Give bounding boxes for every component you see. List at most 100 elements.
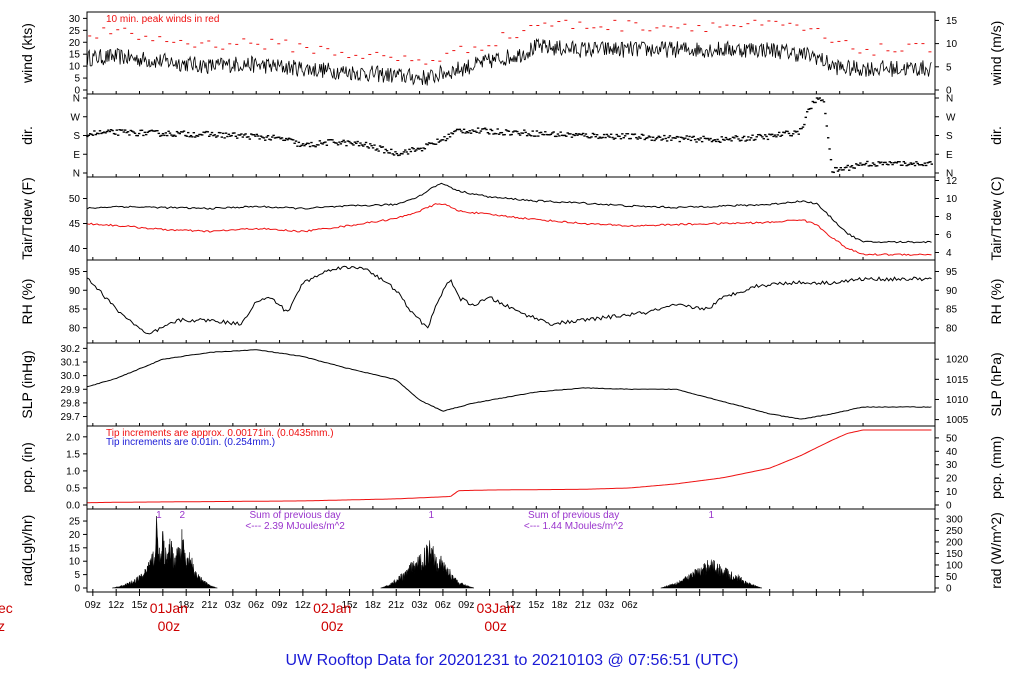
y-tick-label: 0.0 (66, 501, 80, 512)
y-tick-label: 2.0 (66, 432, 80, 443)
y-tick-label: 150 (946, 549, 963, 560)
x-tick-label: 09z (458, 600, 474, 611)
panel-frame (86, 176, 936, 261)
y-tick-label: N (946, 94, 953, 105)
y-tick-label: 20 (946, 474, 958, 485)
y-tick-label: 29.7 (61, 412, 81, 423)
y-tick-label: W (71, 112, 81, 123)
y-axis-label-right: dir. (988, 126, 1004, 145)
y-tick-label: 30.0 (61, 371, 81, 382)
panel-temperature: Tair/Tdew (F) Tair/Tdew (C) 40 45 50 4 6 8 10 12 (19, 176, 1004, 261)
y-axis-label-right: SLP (hPa) (988, 352, 1004, 416)
y-tick-label: 10 (946, 487, 958, 498)
y-axis-label-right: Tair/Tdew (C) (988, 176, 1004, 260)
x-tick-label: 12z (108, 600, 124, 611)
day-label-cut: ec (0, 600, 13, 616)
y-tick-label: 45 (69, 219, 81, 230)
y-tick-label: N (73, 169, 80, 180)
wind-annotation: 10 min. peak winds in red (106, 14, 219, 25)
y-axis-label-left: dir. (19, 126, 35, 145)
radiation-area-day-1 (112, 516, 218, 589)
y-tick-label: 95 (69, 267, 81, 278)
precip-line (87, 429, 932, 504)
y-axis-label-right: RH (%) (988, 279, 1004, 325)
y-tick-label: 1015 (946, 375, 969, 386)
y-tick-label: 80 (69, 323, 81, 334)
x-tick-label: 21z (201, 600, 217, 611)
y-tick-label: 10 (69, 557, 81, 568)
radiation-area-day-2 (380, 540, 475, 589)
y-tick-label: 50 (946, 572, 958, 583)
y-tick-label: 20 (69, 38, 81, 49)
y-axis-label-left: pcp. (in) (19, 442, 35, 493)
panel-frame (86, 342, 936, 427)
y-tick-label: 200 (946, 537, 963, 548)
radiation-day-marker: 2 (180, 510, 186, 521)
radiation-sum-label: Sum of previous day (528, 510, 619, 521)
y-tick-label: 15 (69, 543, 81, 554)
y-tick-label: 10 (946, 39, 958, 50)
y-tick-label: 8 (946, 212, 952, 223)
y-tick-label: 0.5 (66, 483, 80, 494)
panel-frame (86, 508, 936, 593)
y-tick-label: 10 (946, 194, 958, 205)
tair-line (87, 182, 932, 244)
x-tick-label: 06z (248, 600, 264, 611)
y-tick-label: 10 (69, 62, 81, 73)
wind-speed-line (87, 37, 932, 86)
y-tick-label: 0 (74, 86, 80, 97)
tdew-line (87, 203, 932, 256)
x-tick-label: 15z (342, 600, 358, 611)
y-tick-label: N (73, 94, 80, 105)
y-tick-label: W (946, 112, 956, 123)
x-axis: 09z 12z 15z 18z 21z 03z 06z 09z 12z 15z 18z 21z 03z 0… (0, 91, 864, 634)
x-tick-label: 18z (365, 600, 381, 611)
radiation-day-marker: 1 (156, 510, 162, 521)
y-tick-label: 15 (946, 16, 958, 27)
y-axis-label-left: SLP (inHg) (19, 350, 35, 418)
panel-relative-humidity: RH (%) RH (%) 80 85 90 95 80 85 90 95 (19, 259, 1004, 344)
x-tick-label: 18z (552, 600, 568, 611)
radiation-area-day-3 (660, 559, 763, 589)
y-tick-label: 40 (69, 244, 81, 255)
y-tick-label: 50 (69, 194, 81, 205)
y-tick-label: 95 (946, 267, 958, 278)
radiation-day-marker: 1 (428, 510, 434, 521)
y-tick-label: 30.2 (61, 344, 81, 355)
y-tick-label: 30 (946, 460, 958, 471)
y-tick-label: 250 (946, 526, 963, 537)
y-tick-label: 40 (946, 447, 958, 458)
x-tick-label: 12z (505, 600, 521, 611)
radiation-sum-value: <--- 1.44 MJoules/m^2 (524, 521, 624, 532)
x-tick-label: 06z (622, 600, 638, 611)
y-tick-label: 4 (946, 248, 952, 259)
y-tick-label: 6 (946, 230, 952, 241)
radiation-day-marker: 1 (709, 510, 715, 521)
slp-line (87, 349, 932, 420)
y-axis-label-left: RH (%) (19, 279, 35, 325)
panel-precipitation: pcp. (in) pcp. (mm) 0.0 0.5 1.0 1.5 2.0 0 10 20 30… (19, 425, 1004, 512)
precip-annotation-blue: Tip increments are 0.01in. (0.254mm.) (106, 437, 275, 448)
y-tick-label: 1.5 (66, 449, 80, 460)
y-tick-label: 30.1 (61, 358, 81, 369)
y-tick-label: 90 (69, 286, 81, 297)
y-axis-label-left: rad(Lgly/hr) (19, 515, 35, 587)
x-tick-label: 03z (598, 600, 614, 611)
y-tick-label: 1.0 (66, 466, 80, 477)
y-tick-label: 80 (946, 323, 958, 334)
y-tick-label: 25 (69, 26, 81, 37)
x-tick-label: 03z (412, 600, 428, 611)
panel-wind: wind (kts) wind (m/s)05101520253005101510… (19, 11, 1004, 97)
y-tick-label: 20 (69, 530, 81, 541)
x-tick-label: 15z (528, 600, 544, 611)
y-tick-label: 30 (69, 14, 81, 25)
y-tick-label: 0 (74, 584, 80, 595)
y-tick-label: 0 (946, 86, 952, 97)
precip-annotation-red: Tip increments are approx. 0.00171in. (0… (106, 428, 334, 439)
y-tick-label: 29.9 (61, 385, 81, 396)
y-tick-label: 100 (946, 560, 963, 571)
y-tick-label: 25 (69, 517, 81, 528)
day-label-hour: 00z (321, 618, 344, 634)
